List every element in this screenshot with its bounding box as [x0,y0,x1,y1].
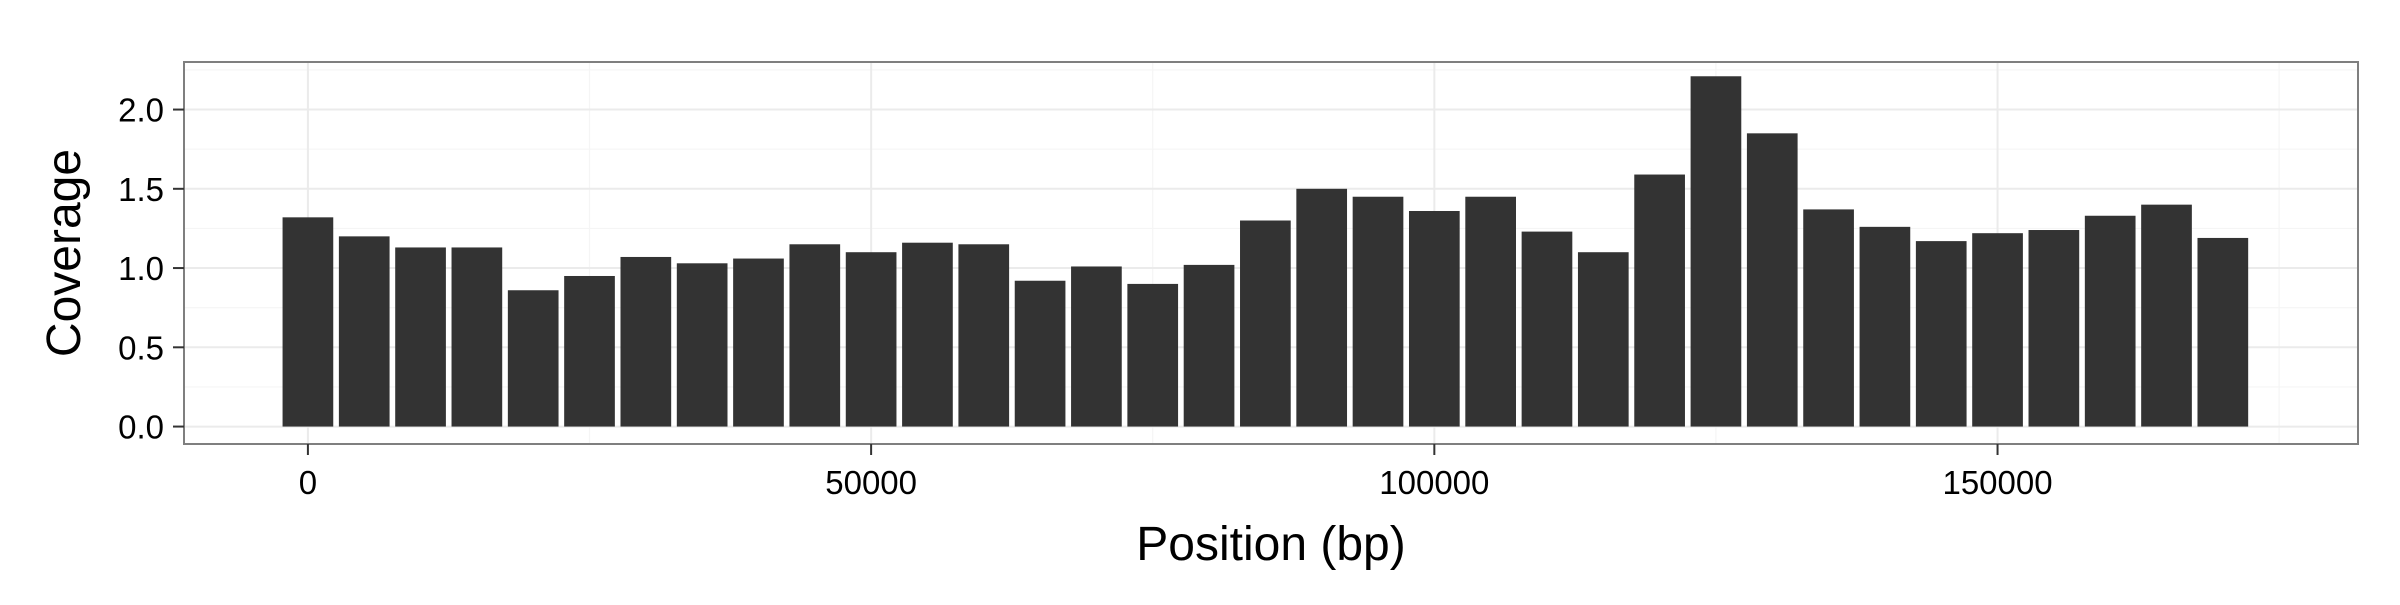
y-tick-label: 1.0 [118,250,164,287]
coverage-bar [676,263,728,427]
coverage-bar [733,258,784,427]
coverage-bar [1014,280,1066,427]
coverage-bar [282,217,334,427]
coverage-bar [2028,230,2080,427]
coverage-bar [395,247,446,427]
coverage-bar [338,236,390,427]
x-tick-label: 50000 [825,464,917,501]
coverage-bar [789,244,841,427]
coverage-bar [620,256,672,427]
x-axis-title: Position (bp) [1136,518,1405,571]
coverage-bar [1352,196,1404,427]
coverage-bar [564,275,615,427]
coverage-bar [1183,264,1235,427]
y-tick-label: 0.0 [118,409,164,446]
coverage-bar [845,252,897,427]
coverage-bar [1465,196,1516,427]
coverage-bar [1859,226,1911,427]
coverage-bar [1746,133,1798,427]
coverage-bar [1408,210,1460,427]
y-tick-label: 2.0 [118,92,164,129]
coverage-bar [1577,252,1629,427]
coverage-bar [1915,241,1967,427]
panel-border [183,61,2359,445]
y-axis-title: Coverage [38,149,91,357]
coverage-bar [1127,283,1179,427]
bars [282,76,2249,427]
x-tick-label: 0 [299,464,317,501]
coverage-bar [1521,231,1573,427]
x-tick-label: 100000 [1379,464,1489,501]
coverage-bar [1803,209,1854,427]
coverage-bar [958,244,1010,427]
coverage-bar [451,247,503,427]
coverage-bar [507,290,559,427]
coverage-bar [1634,174,1685,427]
coverage-bar [1240,220,1291,427]
coverage-bar [1972,233,2023,427]
x-tick-label: 150000 [1942,464,2052,501]
coverage-bar [2197,237,2249,427]
coverage-bar [2084,215,2136,427]
coverage-bar [1690,76,1742,427]
y-tick-label: 0.5 [118,329,164,366]
y-tick-label: 1.5 [118,171,164,208]
coverage-bar [902,242,953,427]
y-axis: 0.0 0.5 1.0 1.5 2.0 [118,92,184,446]
coverage-bar [1296,188,1348,427]
coverage-bar [1071,266,1122,427]
x-axis: 0 50000 100000 150000 [299,444,2053,501]
coverage-bar [2141,204,2192,427]
